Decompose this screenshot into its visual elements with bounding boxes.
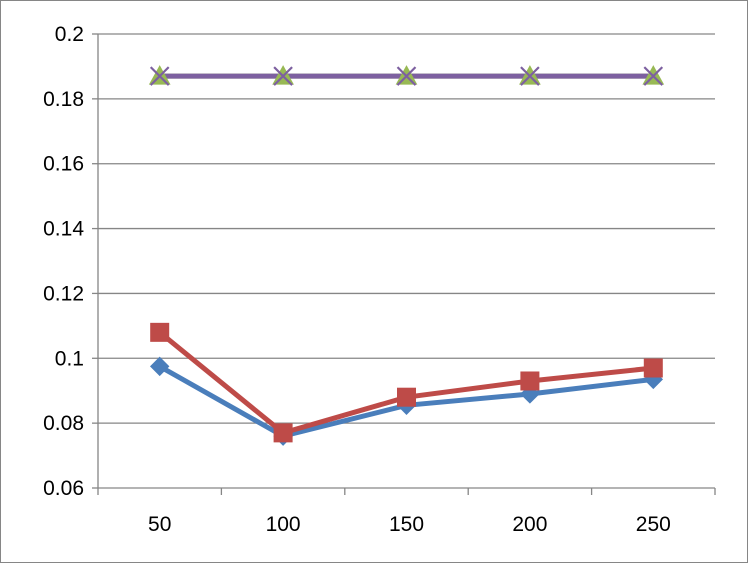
series-3-point-0 bbox=[149, 66, 170, 86]
series-line-1 bbox=[157, 329, 656, 436]
y-tick-label-3: 0.12 bbox=[43, 282, 84, 305]
series-3-point-3 bbox=[520, 66, 540, 86]
x-tick-label-3: 200 bbox=[512, 513, 547, 536]
series-3-point-2 bbox=[396, 66, 417, 86]
series-markers bbox=[148, 65, 665, 446]
y-tick-label-6: 0.18 bbox=[43, 88, 84, 111]
series-3-point-1 bbox=[273, 66, 293, 86]
series-lines bbox=[157, 73, 656, 439]
series-1-point-3 bbox=[520, 371, 540, 391]
x-tick-label-0: 50 bbox=[148, 513, 171, 536]
y-tick-label-1: 0.08 bbox=[43, 412, 84, 435]
grid-lines bbox=[98, 33, 715, 424]
series-1-point-4 bbox=[643, 358, 663, 378]
y-tick-label-2: 0.1 bbox=[55, 347, 84, 370]
x-tick-label-1: 100 bbox=[266, 513, 301, 536]
series-1-point-0 bbox=[150, 322, 170, 342]
series-3-point-4 bbox=[643, 66, 664, 86]
y-tick-label-0: 0.06 bbox=[43, 477, 84, 500]
x-tick-label-2: 150 bbox=[389, 513, 424, 536]
y-tick-label-4: 0.14 bbox=[43, 218, 84, 241]
series-1-point-2 bbox=[397, 387, 416, 407]
series-0-point-0 bbox=[149, 356, 170, 377]
x-tick-label-4: 250 bbox=[636, 513, 671, 536]
y-tick-label-7: 0.2 bbox=[55, 23, 84, 46]
series-1-point-1 bbox=[273, 423, 293, 443]
y-tick-label-5: 0.16 bbox=[43, 153, 84, 176]
axes bbox=[92, 33, 716, 495]
tick-labels: 0.06 0.08 0.1 0.12 0.14 0.16 0.18 0.2 50 100 150 20… bbox=[43, 23, 671, 536]
